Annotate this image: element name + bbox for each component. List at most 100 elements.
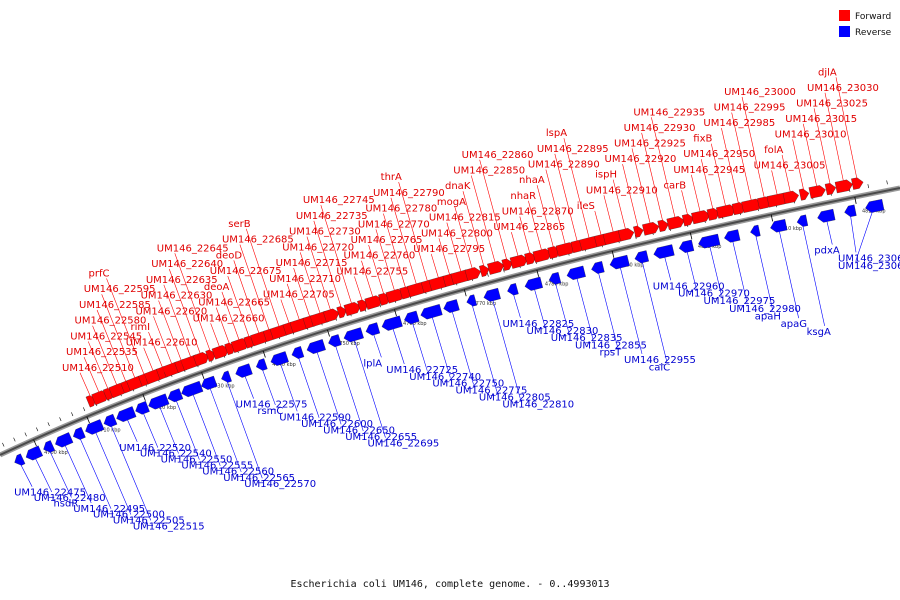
minor-tick — [502, 268, 505, 273]
leader-line — [536, 185, 555, 253]
leader-line — [221, 291, 242, 345]
forward-gene-arrow — [657, 219, 669, 232]
scale-label: 4710 kbp — [97, 427, 121, 433]
forward-gene-label: UM146_22795 — [413, 244, 485, 255]
reverse-gene-arrow — [55, 432, 74, 448]
forward-gene-label: ispH — [595, 170, 617, 181]
leader-line — [141, 408, 159, 448]
leader-line — [191, 389, 221, 466]
leader-line — [849, 211, 857, 253]
leader-line — [663, 252, 672, 281]
minor-tick — [59, 417, 62, 422]
leader-line — [731, 236, 748, 303]
reverse-gene-label: ksgA — [807, 327, 831, 338]
leader-line — [470, 300, 498, 392]
scale-label: 4720 kbp — [153, 405, 177, 411]
forward-gene-label: prfC — [89, 268, 110, 279]
leader-line — [78, 434, 112, 509]
forward-gene-arrow — [808, 185, 826, 199]
reverse-gene-arrow — [306, 339, 326, 354]
scale-label: 4740 kbp — [272, 362, 296, 368]
forward-gene-label: UM146_22640 — [151, 259, 223, 270]
forward-gene-label: UM146_22815 — [429, 213, 501, 224]
reverse-gene-label: UM146_22825 — [502, 319, 574, 330]
leader-line — [390, 197, 419, 290]
reverse-gene-label: UM146_22980 — [729, 304, 801, 315]
reverse-gene-label: UM146_22500 — [93, 510, 165, 521]
leader-line — [777, 226, 799, 319]
leader-line — [612, 179, 628, 235]
leader-line — [148, 331, 165, 373]
leader-line — [47, 447, 72, 498]
forward-gene-label: UM146_22950 — [683, 149, 755, 160]
reverse-gene-label: UM146_22495 — [73, 504, 145, 515]
leader-line — [143, 347, 156, 376]
leader-line — [371, 329, 382, 358]
leader-line — [163, 284, 193, 362]
forward-gene-label: UM146_22890 — [528, 160, 600, 171]
forward-gene-label: UM146_22735 — [296, 211, 368, 222]
forward-gene-label: nhaA — [519, 175, 545, 186]
leader-line — [450, 306, 474, 385]
forward-gene-label: UM146_22865 — [493, 222, 565, 233]
reverse-gene-label: UM146_22960 — [653, 281, 725, 292]
reverse-gene-arrow — [817, 208, 836, 223]
reverse-gene-label: lplA — [363, 358, 382, 369]
reverse-gene-label: UM146_22590 — [279, 412, 351, 423]
scale-tick — [536, 269, 540, 277]
scale-label: 4770 kbp — [473, 301, 497, 307]
forward-gene-label: nhaR — [510, 191, 536, 202]
leader-line — [101, 294, 138, 383]
minor-tick — [71, 412, 74, 417]
forward-gene-label: UM146_22720 — [282, 242, 354, 253]
leader-line — [528, 200, 544, 256]
leader-line — [681, 190, 689, 220]
reverse-gene-label: rsmC — [257, 406, 283, 417]
leader-line — [286, 283, 302, 325]
forward-gene-label: rimI — [131, 322, 151, 333]
leader-line — [519, 216, 532, 259]
reverse-gene-arrow — [148, 393, 170, 410]
forward-gene-label: UM146_22760 — [343, 251, 415, 262]
forward-gene-label: UM146_22780 — [365, 204, 437, 215]
forward-gene-label: UM146_22660 — [193, 313, 265, 324]
reverse-gene-label: UM146_22550 — [161, 455, 233, 466]
scale-label: 4750 kbp — [336, 341, 360, 347]
scale-label: 4790 kbp — [620, 263, 644, 269]
forward-gene-arrow — [691, 210, 711, 225]
leader-line — [825, 216, 833, 245]
reverse-gene-label: UM146_22480 — [34, 493, 106, 504]
leader-line — [174, 253, 212, 356]
leader-line — [641, 132, 665, 226]
label-leader-lines — [18, 77, 875, 521]
forward-gene-label: UM146_22920 — [605, 154, 677, 165]
minor-tick — [886, 180, 888, 185]
reverse-gene-arrow — [25, 445, 43, 461]
forward-gene-label: deoA — [204, 282, 230, 293]
reverse-gene-label: UM146_22810 — [502, 400, 574, 411]
reverse-gene-label: UM146_22655 — [345, 432, 417, 443]
leader-line — [210, 323, 222, 352]
leader-line — [640, 257, 668, 362]
leader-line — [260, 365, 276, 406]
minor-tick — [487, 272, 489, 277]
leader-line — [33, 453, 53, 493]
reverse-gene-arrow — [328, 334, 342, 348]
forward-gene-label: UM146_22930 — [624, 123, 696, 134]
forward-gene-label: UM146_23000 — [724, 87, 796, 98]
forward-gene-label: UM146_22925 — [614, 138, 686, 149]
reverse-gene-arrow — [381, 315, 403, 331]
leader-line — [125, 414, 138, 442]
leader-line — [803, 123, 819, 192]
minor-tick — [13, 437, 16, 442]
leader-line — [479, 159, 509, 265]
leader-line — [245, 228, 281, 332]
leader-line — [227, 276, 251, 342]
forward-gene-label: UM146_22945 — [673, 165, 745, 176]
minor-tick — [2, 442, 5, 447]
leader-line — [361, 260, 375, 302]
reverse-gene-label: rpsT — [599, 348, 622, 359]
scale-tick — [689, 232, 693, 240]
